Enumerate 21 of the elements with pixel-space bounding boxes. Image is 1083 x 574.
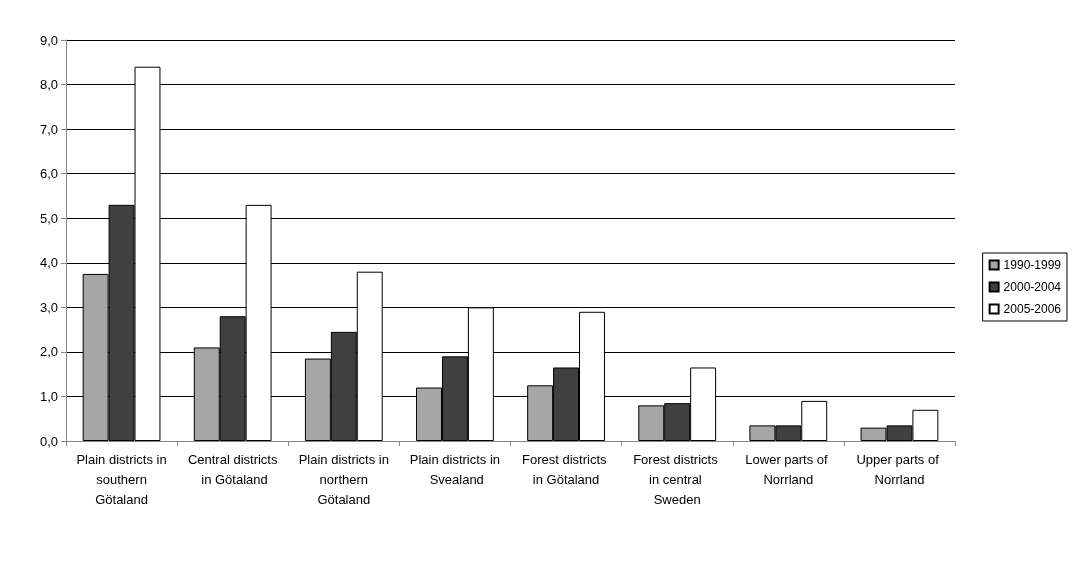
x-tick-label: Central districts in Götaland: [187, 451, 278, 487]
legend-label: 1990-1999: [1003, 258, 1062, 272]
x-tick-label: Plain districts in Svealand: [409, 451, 501, 487]
y-tick-label: 8,0: [39, 77, 58, 93]
x-tick-label: Forest districts in Götaland: [522, 451, 611, 487]
y-tick-label: 9,0: [39, 32, 58, 48]
x-tick-label: Plain districts in southern Götaland: [76, 451, 167, 507]
legend-label: 2000-2004: [1003, 280, 1062, 294]
y-tick-label: 3,0: [39, 299, 58, 315]
y-tick-label: 6,0: [39, 166, 58, 182]
x-tick-label: Lower parts of Norrland: [745, 451, 832, 487]
y-tick-label: 2,0: [39, 344, 58, 360]
y-tick-label: 0,0: [39, 433, 58, 449]
x-tick-label: Plain districts in northern Götaland: [298, 451, 389, 507]
y-tick-label: 7,0: [39, 121, 58, 137]
x-tick-label: Upper parts of Norrland: [856, 451, 943, 487]
y-tick-label: 1,0: [39, 388, 58, 404]
legend-label: 2005-2006: [1003, 302, 1062, 316]
y-tick-label: 4,0: [39, 255, 58, 271]
y-tick-label: 5,0: [39, 210, 58, 226]
x-tick-label: Forest districts in central Sweden: [633, 451, 722, 507]
